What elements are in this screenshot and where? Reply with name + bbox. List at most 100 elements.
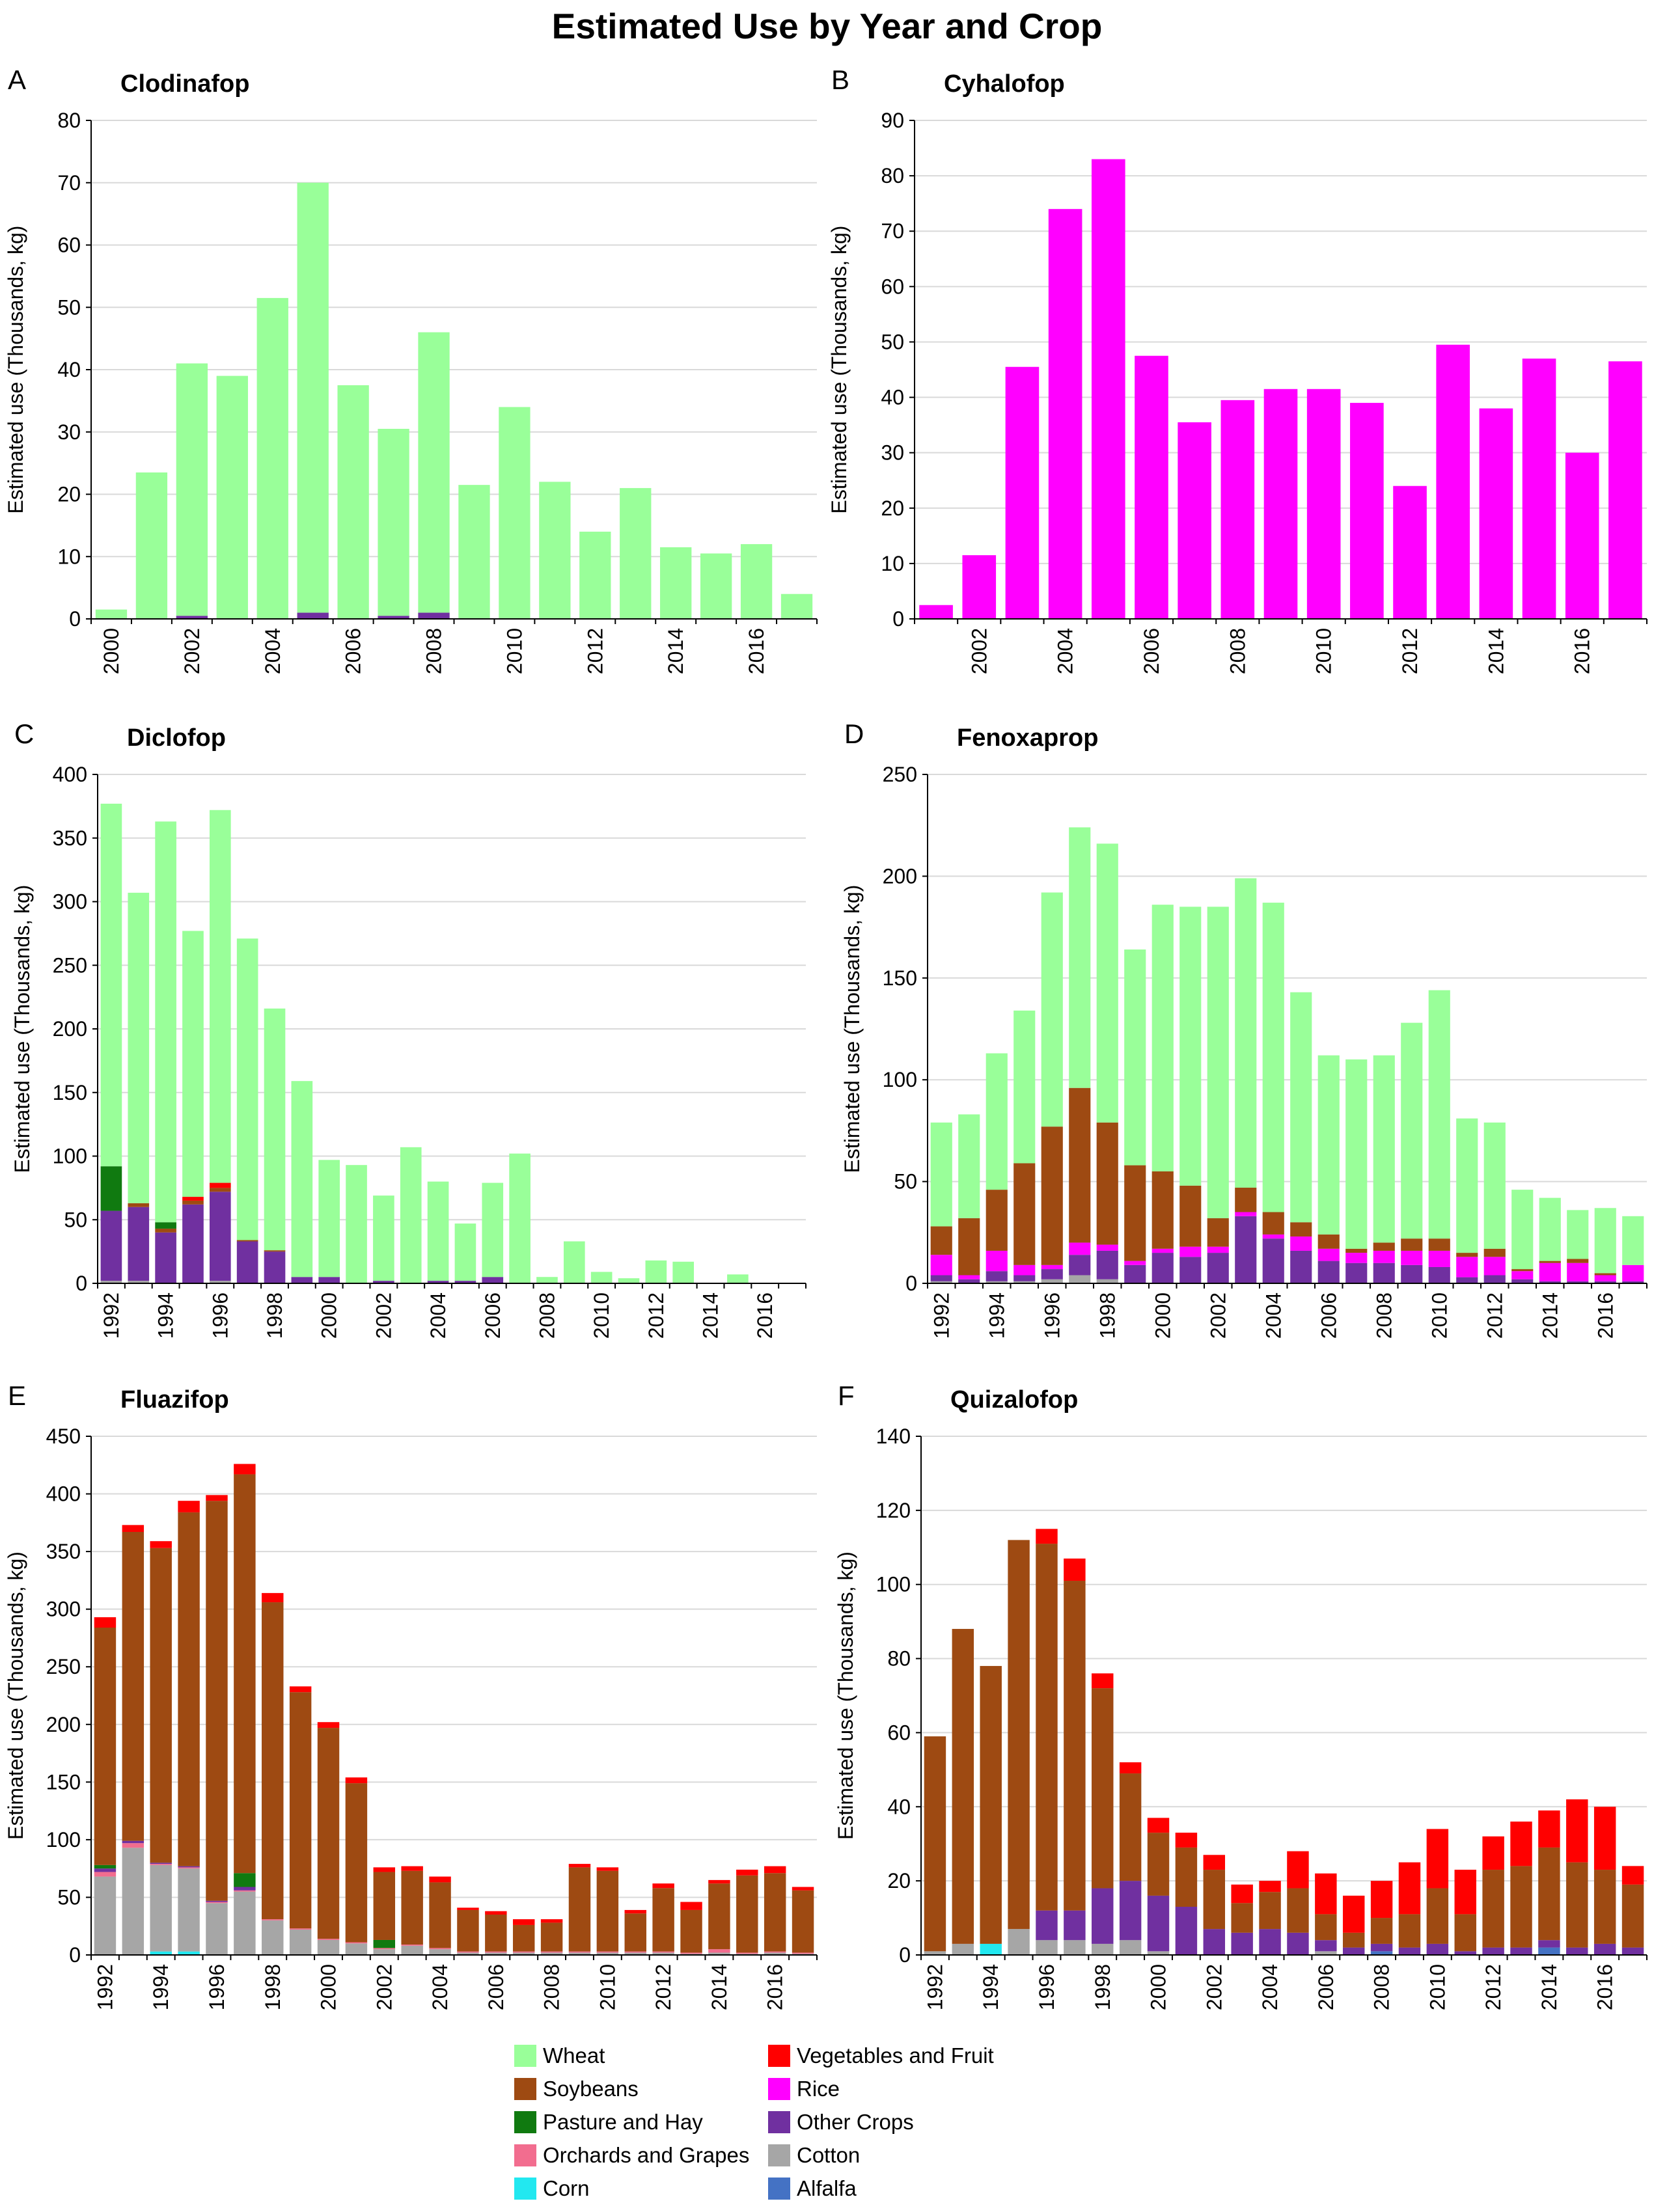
bar-other-2009 <box>1401 1264 1423 1283</box>
legend-item-corn: Corn <box>514 2174 590 2204</box>
bar-other-2000 <box>1151 1253 1174 1283</box>
y-tick-label: 60 <box>57 234 81 257</box>
x-tick-label: 2010 <box>1427 1292 1451 1339</box>
x-tick-label: 1996 <box>205 1964 228 2010</box>
legend-label-cotton: Cotton <box>797 2143 861 2167</box>
bar-veg-2004 <box>1259 1881 1281 1892</box>
legend-item-orchards: Orchards and Grapes <box>514 2140 749 2170</box>
y-tick-label: 100 <box>876 1573 911 1596</box>
bar-veg-2014 <box>1538 1810 1560 1848</box>
bar-other-2008 <box>418 612 450 619</box>
bar-soybeans-1997 <box>1069 1087 1091 1243</box>
bar-other-2015 <box>1567 1281 1589 1283</box>
bar-other-2005 <box>1287 1932 1309 1955</box>
legend-item-rice: Rice <box>768 2074 840 2104</box>
y-tick-label: 20 <box>887 1869 911 1892</box>
bar-soybeans-2005 <box>1287 1888 1309 1933</box>
y-tick-label: 50 <box>57 295 81 319</box>
bar-wheat-2011 <box>1456 1118 1478 1253</box>
panel-e: 0 50 100 150 200 250 300 350 400 450 1992 1994 1996 1… <box>4 1380 818 2010</box>
bar-other-1992 <box>100 1210 122 1281</box>
bar-wheat-2000 <box>1151 905 1174 1171</box>
bar-other-2013 <box>1510 1947 1532 1955</box>
bar-soybeans-1997 <box>236 1240 258 1242</box>
bar-orchards-2001 <box>345 1942 368 1944</box>
bar-wheat-1999 <box>291 1081 313 1277</box>
bar-pasture-2002 <box>373 1939 396 1948</box>
bar-rice-2009 <box>1401 1250 1423 1265</box>
bar-rice-2015 <box>1522 358 1556 619</box>
legend-item-pasture: Pasture and Hay <box>514 2107 703 2137</box>
bar-soybeans-1992 <box>924 1736 946 1952</box>
x-tick-label: 2008 <box>1370 1964 1394 2010</box>
x-tick-label: 2006 <box>1140 628 1163 674</box>
bar-other-2008 <box>1370 1943 1393 1952</box>
x-tick-label: 2002 <box>180 628 204 674</box>
bar-wheat-2013 <box>620 487 652 619</box>
bar-other-2015 <box>1566 1947 1588 1955</box>
x-tick-label: 1998 <box>1096 1292 1119 1339</box>
bar-rice-2012 <box>1393 485 1427 619</box>
bar-orchards-1995 <box>178 1867 200 1869</box>
bar-orchards-2008 <box>540 1951 563 1953</box>
bar-veg-2016 <box>764 1866 786 1874</box>
bar-wheat-1993 <box>958 1114 980 1218</box>
y-tick-label: 100 <box>53 1145 87 1168</box>
x-tick-label: 2006 <box>342 628 365 674</box>
bar-wheat-2010 <box>590 1272 613 1283</box>
bar-wheat-1996 <box>209 810 231 1183</box>
y-tick-label: 150 <box>46 1770 81 1794</box>
bar-veg-2012 <box>1482 1836 1504 1870</box>
bar-veg-2003 <box>401 1866 423 1871</box>
bar-rice-2015 <box>1567 1263 1589 1281</box>
legend-item-alfalfa: Alfalfa <box>768 2174 857 2204</box>
x-tick-label: 2012 <box>644 1292 668 1339</box>
bar-rice-2002 <box>1207 1246 1229 1253</box>
bar-veg-2000 <box>1147 1818 1170 1833</box>
bar-other-1993 <box>122 1840 145 1844</box>
y-tick-label: 50 <box>881 330 904 353</box>
bar-soybeans-1997 <box>1064 1581 1086 1911</box>
bar-other-1997 <box>1064 1910 1086 1941</box>
bar-soybeans-1993 <box>128 1203 150 1207</box>
x-tick-label: 2012 <box>1398 628 1422 674</box>
bar-soybeans-1998 <box>1096 1122 1118 1245</box>
bar-wheat-2000 <box>318 1160 340 1277</box>
legend-swatch-rice <box>768 2078 790 2100</box>
bar-cotton-1993 <box>128 1281 150 1283</box>
x-tick-label: 2016 <box>745 628 768 674</box>
bar-soybeans-1998 <box>262 1602 284 1920</box>
bar-wheat-2011 <box>539 482 571 619</box>
bar-other-2009 <box>1398 1947 1421 1955</box>
legend-label-veg: Vegetables and Fruit <box>797 2043 994 2068</box>
bar-cotton-1997 <box>1064 1940 1086 1955</box>
legend-swatch-corn <box>514 2178 536 2200</box>
bar-soybeans-1999 <box>1124 1165 1146 1261</box>
bar-rice-2003 <box>1235 1212 1257 1216</box>
y-tick-label: 40 <box>57 358 81 381</box>
bar-rice-2011 <box>1456 1257 1478 1277</box>
bar-orchards-1994 <box>150 1864 172 1865</box>
bar-rice-2000 <box>1151 1248 1174 1253</box>
y-tick-label: 60 <box>887 1721 911 1744</box>
bar-wheat-2005 <box>1290 992 1312 1223</box>
bar-other-2000 <box>318 1277 340 1283</box>
bar-soybeans-1995 <box>1008 1540 1030 1930</box>
bar-other-2012 <box>1482 1947 1504 1955</box>
bar-veg-2017 <box>792 1887 814 1891</box>
bar-soybeans-2013 <box>1511 1269 1534 1272</box>
x-tick-label: 2016 <box>1593 1964 1617 2010</box>
bar-other-2001 <box>1175 1906 1198 1955</box>
bar-wheat-2005 <box>454 1223 476 1281</box>
panel-title: Quizalofop <box>950 1386 1078 1413</box>
y-tick-label: 40 <box>881 386 904 409</box>
legend-label-soybeans: Soybeans <box>543 2077 639 2101</box>
bar-cotton-2000 <box>1147 1951 1170 1955</box>
legend-item-veg: Vegetables and Fruit <box>768 2041 994 2071</box>
bar-other-2000 <box>1147 1895 1170 1952</box>
bar-veg-1995 <box>182 1197 204 1201</box>
bar-wheat-2016 <box>1594 1208 1616 1274</box>
bar-soybeans-1996 <box>1041 1126 1063 1265</box>
bar-cotton-1996 <box>206 1903 228 1955</box>
legend-label-orchards: Orchards and Grapes <box>543 2143 750 2167</box>
